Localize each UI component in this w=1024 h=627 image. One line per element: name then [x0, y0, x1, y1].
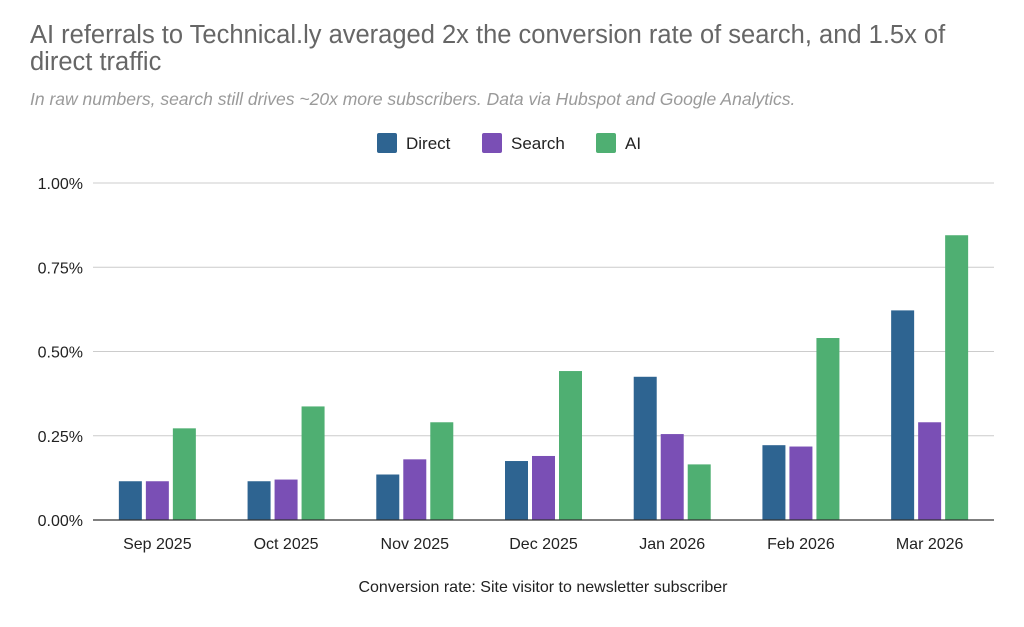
- bar-ai-6: [816, 338, 840, 520]
- x-tick-label: Oct 2025: [254, 536, 319, 553]
- legend-label: AI: [625, 134, 641, 153]
- x-tick-label: Sep 2025: [123, 536, 192, 553]
- bar-search-3: [403, 459, 427, 520]
- x-axis-label: Conversion rate: Site visitor to newslet…: [358, 579, 728, 596]
- bar-direct-6: [762, 445, 786, 520]
- x-axis-ticks: Sep 2025 Oct 2025 Nov 2025 Dec 2025 Jan 2026…: [123, 536, 963, 553]
- bar-direct-3: [376, 474, 400, 520]
- legend-swatch: [377, 133, 397, 153]
- bar-ai-5: [687, 464, 711, 520]
- y-tick-label: 1.00%: [38, 176, 83, 193]
- bar-direct-1: [118, 481, 142, 520]
- bar-search-4: [532, 455, 555, 520]
- bars: [118, 235, 969, 521]
- x-tick-label: Mar 2026: [896, 536, 964, 553]
- bar-search-6: [789, 446, 813, 520]
- chart-title: AI referrals to Technical.ly averaged 2x…: [30, 21, 946, 76]
- y-axis-ticks: 0.00% 0.25% 0.50% 0.75% 1.00%: [38, 176, 83, 530]
- bar-search-7: [918, 422, 942, 520]
- legend-swatch: [482, 133, 502, 153]
- legend-item-direct: Direct: [377, 133, 451, 153]
- bar-ai-7: [945, 235, 969, 521]
- legend-item-search: Search: [482, 133, 565, 153]
- x-tick-label: Dec 2025: [509, 536, 578, 553]
- y-tick-label: 0.25%: [38, 429, 83, 446]
- bar-search-2: [274, 479, 298, 520]
- bar-ai-4: [559, 371, 582, 520]
- legend-item-ai: AI: [596, 133, 641, 153]
- y-tick-label: 0.50%: [38, 345, 83, 362]
- legend-label: Search: [511, 134, 565, 153]
- bar-ai-2: [301, 406, 325, 520]
- gridlines: [93, 182, 994, 437]
- x-tick-label: Jan 2026: [639, 536, 705, 553]
- bar-direct-5: [633, 376, 657, 520]
- x-tick-label: Feb 2026: [767, 536, 835, 553]
- bar-direct-7: [891, 310, 915, 520]
- x-tick-label: Nov 2025: [381, 536, 450, 553]
- chart-subtitle: In raw numbers, search still drives ~20x…: [30, 89, 796, 109]
- bar-ai-3: [430, 422, 454, 520]
- legend-swatch: [596, 133, 616, 153]
- bar-search-1: [145, 481, 169, 520]
- bar-direct-4: [505, 461, 528, 520]
- bar-ai-1: [172, 428, 196, 520]
- y-tick-label: 0.00%: [38, 513, 83, 530]
- legend: Direct Search AI: [377, 133, 641, 153]
- legend-label: Direct: [406, 134, 451, 153]
- bar-search-5: [660, 434, 684, 520]
- bar-direct-2: [247, 481, 271, 520]
- y-tick-label: 0.75%: [38, 260, 83, 277]
